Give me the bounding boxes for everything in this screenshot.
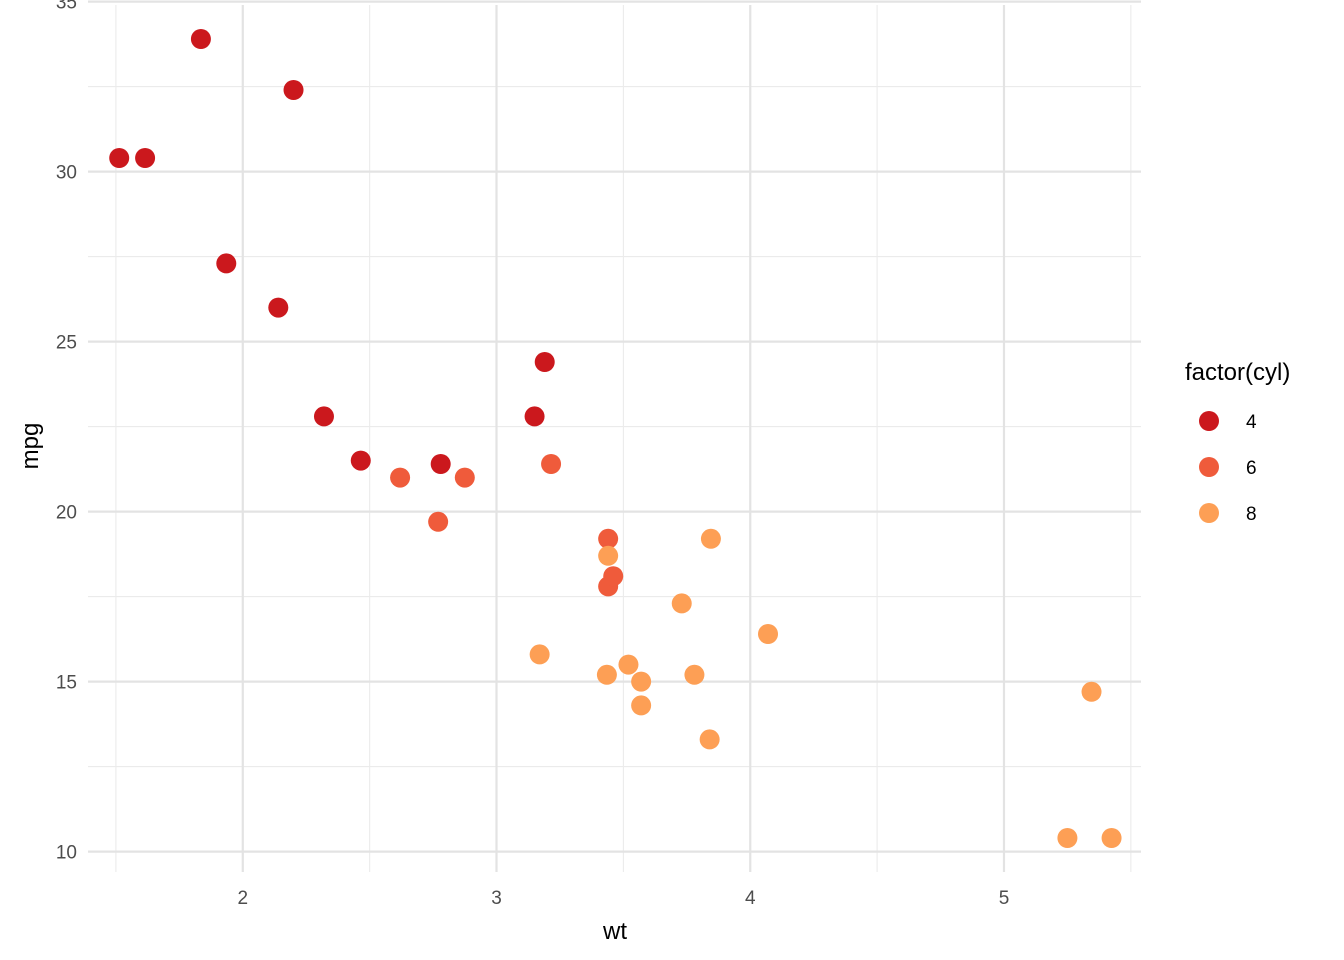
data-point-cyl-8	[684, 664, 705, 685]
data-point-cyl-4	[430, 454, 451, 474]
data-point-cyl-8	[598, 545, 619, 566]
data-point-cyl-6	[428, 511, 449, 532]
y-tick-label: 30	[56, 163, 77, 184]
x-tick-label: 4	[745, 888, 756, 909]
data-point-cyl-4	[534, 352, 555, 372]
y-axis-tick-labels: 10 15 20 25 30 35	[56, 0, 77, 864]
y-tick-label: 10	[56, 843, 77, 864]
data-point-cyl-4	[313, 406, 334, 427]
data-point-cyl-4	[350, 450, 371, 471]
x-tick-label: 5	[999, 888, 1010, 909]
y-tick-label: 35	[56, 0, 77, 14]
legend: factor(cyl) 4 6 8	[1185, 359, 1290, 525]
data-point-cyl-6	[541, 454, 562, 474]
data-point-cyl-4	[283, 80, 304, 100]
data-point-cyl-8	[631, 671, 652, 692]
x-tick-label: 2	[237, 888, 248, 909]
data-point-cyl-4	[190, 29, 211, 49]
data-point-cyl-8	[1081, 681, 1102, 702]
data-points	[109, 29, 1122, 848]
data-point-cyl-8	[631, 695, 652, 716]
legend-title: factor(cyl)	[1185, 359, 1290, 386]
legend-key-cyl-4	[1199, 411, 1219, 431]
legend-label-cyl-4: 4	[1246, 412, 1257, 433]
legend-label-cyl-6: 6	[1246, 458, 1257, 479]
y-tick-label: 20	[56, 503, 77, 524]
y-axis-title: mpg	[17, 423, 44, 470]
y-tick-label: 15	[56, 673, 77, 694]
data-point-cyl-6	[454, 467, 475, 488]
data-point-cyl-8	[596, 664, 617, 685]
data-point-cyl-6	[603, 566, 624, 587]
x-axis-tick-labels: 2 3 4 5	[237, 888, 1009, 909]
data-point-cyl-8	[671, 593, 692, 614]
legend-label-cyl-8: 8	[1246, 504, 1257, 525]
data-point-cyl-4	[216, 253, 237, 274]
data-point-cyl-6	[598, 528, 619, 549]
data-point-cyl-8	[529, 644, 550, 665]
data-point-cyl-4	[109, 148, 130, 168]
data-point-cyl-6	[390, 467, 411, 488]
legend-key-cyl-8	[1199, 503, 1219, 523]
data-point-cyl-4	[524, 406, 545, 427]
y-tick-label: 25	[56, 333, 77, 354]
data-point-cyl-4	[268, 297, 289, 318]
data-point-cyl-8	[699, 729, 720, 750]
minor-gridlines	[88, 5, 1141, 872]
legend-key-cyl-6	[1199, 457, 1219, 477]
data-point-cyl-8	[1057, 828, 1078, 848]
data-point-cyl-8	[618, 654, 639, 675]
data-point-cyl-8	[700, 528, 721, 549]
x-axis-title: wt	[602, 918, 627, 945]
x-tick-label: 3	[491, 888, 502, 909]
data-point-cyl-8	[1101, 828, 1122, 848]
major-gridlines	[88, 0, 1141, 872]
data-point-cyl-4	[135, 148, 156, 168]
data-point-cyl-8	[758, 624, 779, 644]
